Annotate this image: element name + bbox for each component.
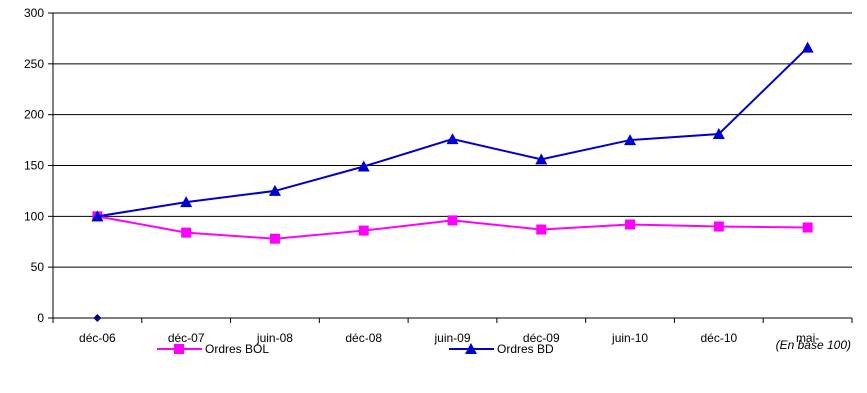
y-axis: 0 50 100 150 200 250 300 [24, 6, 54, 325]
data-point [625, 219, 636, 230]
x-tick-label: mai- [796, 331, 819, 345]
y-tick-label: 300 [24, 6, 44, 20]
y-tick-label: 150 [24, 159, 44, 173]
data-point [180, 196, 193, 208]
legend: Ordres BOL Ordres BD [157, 342, 554, 356]
x-tick-label: juin-08 [256, 331, 293, 345]
data-point [802, 222, 813, 233]
data-point [447, 215, 458, 226]
data-point [269, 233, 280, 244]
legend-label: Ordres BD [497, 342, 554, 356]
data-point [358, 225, 369, 236]
data-point [91, 210, 104, 222]
data-point [536, 224, 547, 235]
x-tick-label: juin-09 [433, 331, 470, 345]
data-point [268, 184, 281, 196]
legend-label: Ordres BOL [205, 342, 269, 356]
y-tick-label: 100 [24, 209, 44, 223]
y-tick-label: 200 [24, 108, 44, 122]
y-tick-label: 0 [37, 311, 44, 325]
data-point [446, 133, 459, 145]
x-tick-label: déc-08 [345, 331, 382, 345]
extra-data-point [93, 314, 102, 322]
legend-marker [465, 343, 477, 354]
data-point [713, 221, 724, 232]
x-tick-label: déc-07 [168, 331, 205, 345]
x-tick-label: juin-10 [611, 331, 648, 345]
x-tick-label: déc-10 [700, 331, 737, 345]
gridlines [53, 12, 852, 319]
data-point [624, 134, 637, 146]
plot-area [91, 41, 814, 322]
y-tick-label: 250 [24, 57, 44, 71]
x-tick-label: déc-06 [79, 331, 116, 345]
y-tick-label: 50 [31, 260, 45, 274]
x-tick-label: déc-09 [523, 331, 560, 345]
base-note: (En base 100) [776, 338, 851, 352]
x-axis: déc-06 déc-07 juin-08 déc-08 juin-09 déc-09 ju… [52, 317, 853, 345]
data-point [712, 127, 725, 139]
legend-marker [174, 344, 184, 354]
data-point [181, 227, 192, 238]
data-point [801, 41, 814, 53]
data-point [357, 160, 370, 172]
series-line [97, 46, 809, 218]
data-point [535, 153, 548, 165]
